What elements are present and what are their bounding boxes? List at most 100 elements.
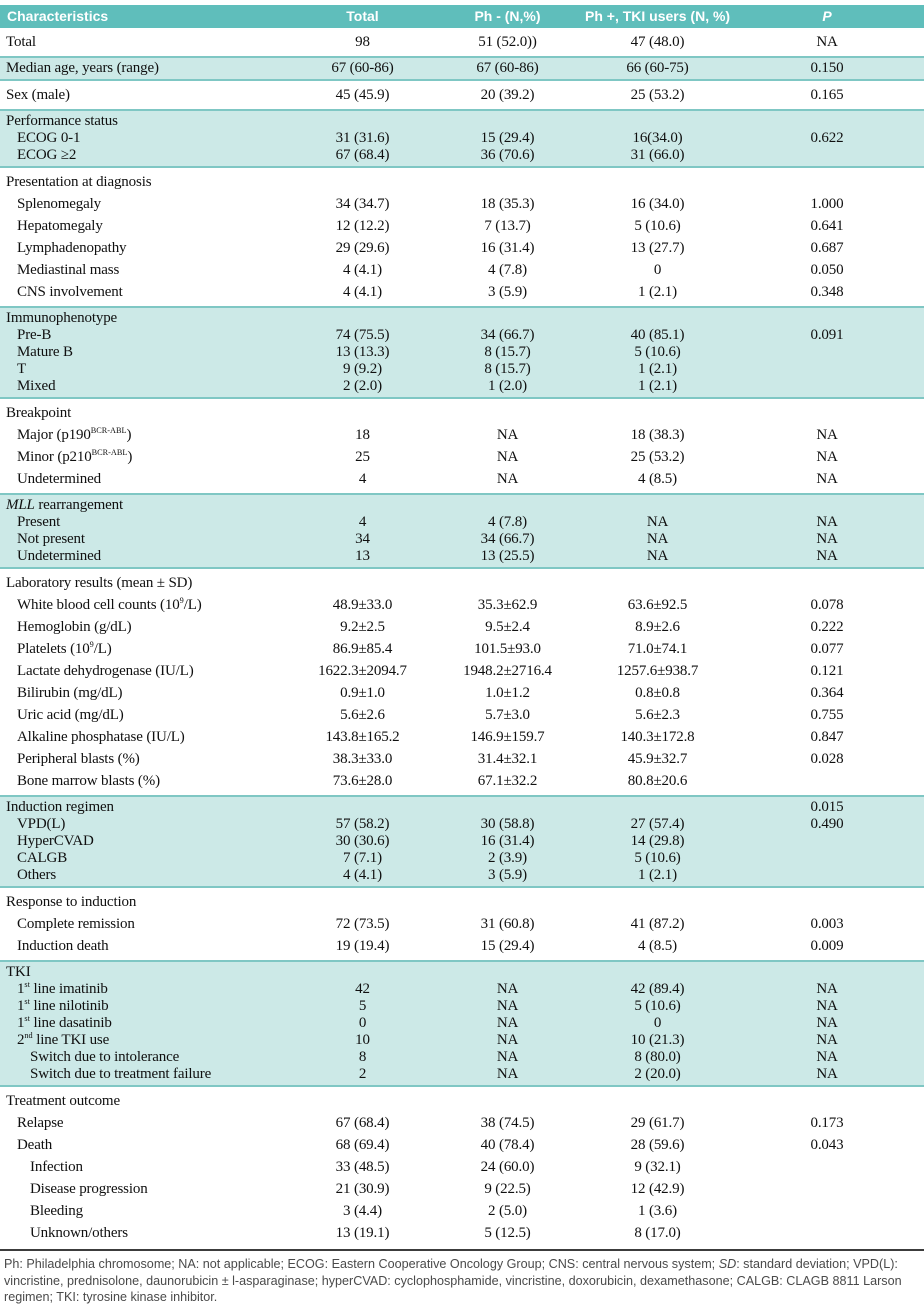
row-label: Mediastinal mass <box>17 262 120 278</box>
p-value-cell: 0.091 <box>810 327 844 343</box>
column-header-ph-negative: Ph - (N,%) <box>474 8 541 24</box>
row-label: Minor (p210BCR-ABL) <box>17 448 133 465</box>
ph-positive-cell <box>585 402 730 424</box>
total-cell <box>295 171 430 193</box>
ph-negative-cell: 16 (31.4) <box>480 833 535 849</box>
p-value-cell <box>730 147 924 164</box>
table-row: Undetermined 13 13 (25.5) NA NA <box>0 548 924 565</box>
row-label: TKI <box>6 964 31 980</box>
characteristics-table: Characteristics Total Ph - (N,%) Ph +, T… <box>0 5 924 1306</box>
ph-positive-cell: 0 <box>653 262 662 278</box>
row-label: Uric acid (mg/dL) <box>17 707 124 723</box>
ph-negative-cell: 30 (58.8) <box>480 816 535 832</box>
ph-positive-cell <box>585 1090 730 1112</box>
table-row: Death 68 (69.4) 40 (78.4) 28 (59.6) 0.043 <box>0 1134 924 1156</box>
ph-positive-cell: 1 (3.6) <box>638 1203 677 1219</box>
p-value-cell <box>730 891 924 913</box>
ph-negative-cell <box>430 964 585 981</box>
table-row: Bone marrow blasts (%) 73.6±28.0 67.1±32.2… <box>0 770 924 792</box>
section-header-row: MLL rearrangement <box>0 497 924 514</box>
ph-negative-cell: 38 (74.5) <box>480 1115 535 1131</box>
table-row: 1st line nilotinib 5 NA 5 (10.6) NA <box>0 997 924 1015</box>
ph-negative-cell: 67.1±32.2 <box>477 773 538 789</box>
total-cell: 34 <box>355 531 370 547</box>
ph-negative-cell: 16 (31.4) <box>480 240 535 256</box>
row-label: Immunophenotype <box>6 310 118 326</box>
ph-negative-cell <box>430 310 585 327</box>
row-label: Switch due to intolerance <box>30 1049 180 1065</box>
row-label: ECOG ≥2 <box>17 147 77 163</box>
section-header-row: Laboratory results (mean ± SD) <box>0 572 924 594</box>
row-label: MLL rearrangement <box>6 497 123 513</box>
ph-positive-cell: 31 (66.0) <box>630 147 685 163</box>
row-label: Performance status <box>6 113 118 129</box>
row-label: Switch due to treatment failure <box>30 1066 212 1082</box>
p-value-cell: 0.364 <box>810 685 844 701</box>
total-cell: 4 (4.1) <box>343 284 382 300</box>
ph-positive-cell <box>585 113 730 130</box>
ph-positive-cell: 14 (29.8) <box>630 833 685 849</box>
p-value-cell: 0.222 <box>810 619 844 635</box>
p-value-cell: 0.490 <box>810 816 844 832</box>
table-body: Total 98 51 (52.0)) 47 (48.0) NA Median age, … <box>0 28 924 1247</box>
total-cell: 25 <box>355 449 370 465</box>
row-label: Lactate dehydrogenase (IU/L) <box>17 663 194 679</box>
section-header-row: Performance status <box>0 113 924 130</box>
table-row: 2nd line TKI use 10 NA 10 (21.3) NA <box>0 1031 924 1049</box>
ph-positive-cell: 2 (20.0) <box>634 1066 681 1082</box>
column-header-ph-positive-tki: Ph +, TKI users (N, %) <box>585 8 731 24</box>
ph-positive-cell: 8 (80.0) <box>634 1049 681 1065</box>
total-cell: 67 (68.4) <box>335 147 390 163</box>
row-label: Induction regimen <box>6 799 114 815</box>
ph-negative-cell: 146.9±159.7 <box>470 729 545 745</box>
total-cell: 34 (34.7) <box>335 196 390 212</box>
ph-positive-cell: 80.8±20.6 <box>627 773 688 789</box>
p-value-cell <box>730 402 924 424</box>
total-cell: 45 (45.9) <box>335 87 390 103</box>
ph-negative-cell: 67 (60-86) <box>476 60 539 76</box>
ph-positive-cell: 40 (85.1) <box>630 327 685 343</box>
ph-negative-cell: 15 (29.4) <box>480 130 535 146</box>
section-header-row: TKI <box>0 964 924 981</box>
row-label: 2nd line TKI use <box>17 1031 110 1048</box>
total-cell: 68 (69.4) <box>335 1137 390 1153</box>
ph-negative-cell: NA <box>496 449 519 465</box>
total-cell: 143.8±165.2 <box>325 729 400 745</box>
table-row: Mediastinal mass 4 (4.1) 4 (7.8) 0 0.050 <box>0 259 924 281</box>
ph-positive-cell: 5.6±2.3 <box>635 707 680 723</box>
row-label: Others <box>17 867 57 883</box>
ph-positive-cell: 1257.6±938.7 <box>616 663 699 679</box>
row-label: Hepatomegaly <box>17 218 103 234</box>
p-value-cell <box>730 1178 924 1200</box>
ph-positive-cell: 5 (10.6) <box>634 850 681 866</box>
table-row: Bleeding 3 (4.4) 2 (5.0) 1 (3.6) <box>0 1200 924 1222</box>
p-value-cell <box>730 770 924 792</box>
p-value-cell: NA <box>816 514 838 530</box>
ph-positive-cell: 25 (53.2) <box>630 449 685 465</box>
section-header-row: Immunophenotype <box>0 310 924 327</box>
ph-positive-cell: 0.8±0.8 <box>635 685 680 701</box>
ph-positive-cell <box>585 171 730 193</box>
total-cell: 12 (12.2) <box>335 218 390 234</box>
table-row: 1st line imatinib 42 NA 42 (89.4) NA <box>0 980 924 998</box>
ph-negative-cell: NA <box>496 1015 519 1031</box>
ph-negative-cell: 7 (13.7) <box>484 218 531 234</box>
p-value-cell: NA <box>816 449 838 465</box>
ph-positive-cell: 71.0±74.1 <box>627 641 688 657</box>
table-row: Switch due to intolerance 8 NA 8 (80.0) NA <box>0 1049 924 1066</box>
table-row: Switch due to treatment failure 2 NA 2 (20.… <box>0 1066 924 1083</box>
ph-negative-cell: 51 (52.0)) <box>478 34 537 50</box>
row-label: HyperCVAD <box>17 833 94 849</box>
p-value-cell: 0.173 <box>810 1115 844 1131</box>
row-label: Major (p190BCR-ABL) <box>17 426 132 443</box>
total-cell: 9.2±2.5 <box>340 619 385 635</box>
ph-positive-cell: 8.9±2.6 <box>635 619 680 635</box>
ph-positive-cell: 10 (21.3) <box>630 1032 685 1048</box>
p-value-cell: 0.003 <box>810 916 844 932</box>
row-label: Peripheral blasts (%) <box>17 751 140 767</box>
table-section: Total 98 51 (52.0)) 47 (48.0) NA <box>0 28 924 56</box>
ph-positive-cell: 4 (8.5) <box>638 938 677 954</box>
total-cell: 57 (58.2) <box>335 816 390 832</box>
ph-positive-cell <box>585 572 730 594</box>
ph-negative-cell: 101.5±93.0 <box>474 641 541 657</box>
